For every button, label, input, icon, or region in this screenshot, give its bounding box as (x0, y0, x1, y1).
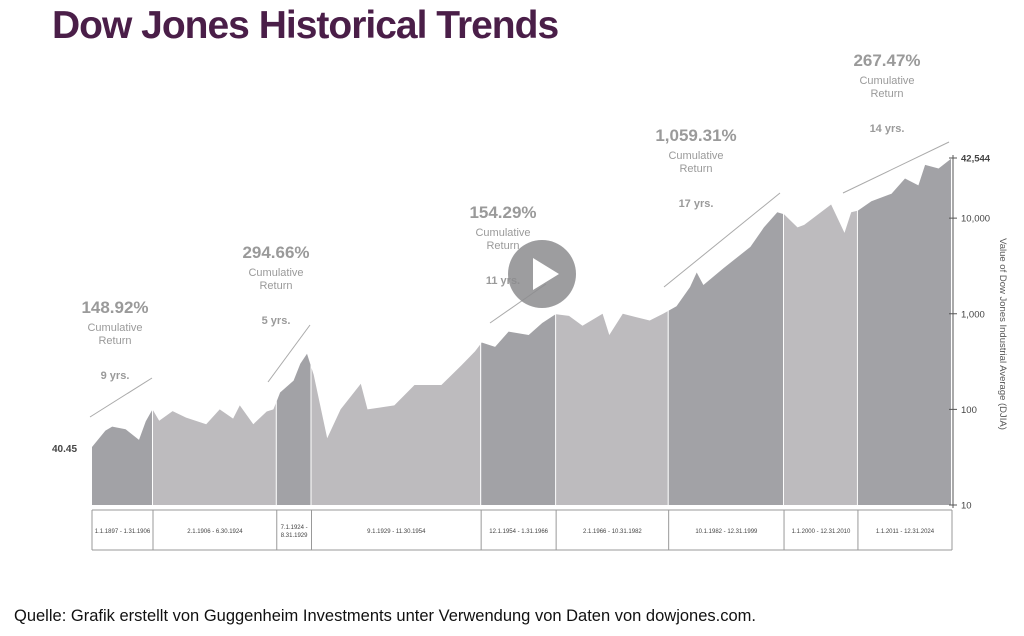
annotation-years-3: 17 yrs. (679, 198, 714, 210)
annotation-years-1: 5 yrs. (262, 315, 291, 327)
annotation-label-line2-1: Return (259, 280, 292, 292)
area-period-4 (481, 314, 557, 505)
play-icon (533, 258, 559, 290)
annotation-years-0: 9 yrs. (101, 370, 130, 382)
period-label-1: 2.1.1906 - 6.30.1924 (187, 529, 243, 535)
area-period-1 (153, 401, 277, 505)
period-label-4: 12.1.1954 - 1.31.1966 (489, 529, 548, 535)
annotation-return-2: 154.29% (469, 203, 536, 222)
area-period-7 (784, 204, 858, 505)
annotation-return-1: 294.66% (242, 243, 309, 262)
period-label-7: 1.1.2000 - 12.31.2010 (792, 529, 851, 535)
y-axis-title: Value of Dow Jones Industrial Average (D… (997, 238, 1008, 430)
area-period-6 (668, 212, 784, 506)
period-label-6: 10.1.1982 - 12.31.1999 (695, 529, 758, 535)
area-period-2 (276, 353, 312, 505)
y-tick-label-3: 100 (961, 405, 977, 416)
y-tick-label-4: 10 (961, 501, 972, 512)
annotation-return-4: 267.47% (853, 51, 920, 70)
annotation-label-line2-2: Return (486, 240, 519, 252)
video-play-button[interactable] (508, 240, 576, 308)
period-label-0: 1.1.1897 - 1.31.1906 (95, 529, 151, 535)
period-timeline: 1.1.1897 - 1.31.1906 2.1.1906 - 6.30.1924… (91, 509, 953, 551)
y-axis: 42,544 10,000 1,000 100 10 (949, 154, 991, 512)
chart-title: Dow Jones Historical Trends (52, 4, 559, 47)
annotation-return-0: 148.92% (81, 298, 148, 317)
area-period-8 (857, 158, 952, 505)
annotation-label-line1-0: Cumulative (87, 322, 142, 334)
y-tick-label-0: 42,544 (961, 154, 991, 165)
annotation-label-line2-0: Return (98, 335, 131, 347)
y-tick-label-1: 10,000 (961, 214, 990, 225)
period-label-2: 7.1.1924 -8.31.1929 (281, 525, 309, 539)
chart-svg: 42,544 10,000 1,000 100 10 1.1.1897 - 1.31.1… (52, 51, 1008, 551)
annotation-label-line1-3: Cumulative (668, 150, 723, 162)
y-tick-label-2: 1,000 (961, 309, 985, 320)
area-period-5 (556, 310, 669, 505)
annotation-label-line1-2: Cumulative (475, 227, 530, 239)
start-value-label: 40.45 (52, 444, 77, 455)
annotation-trend-line-3 (663, 192, 781, 288)
period-label-5: 2.1.1966 - 10.31.1982 (583, 529, 642, 535)
annotation-years-4: 14 yrs. (870, 123, 905, 135)
annotation-return-3: 1,059.31% (655, 126, 736, 145)
annotation-label-line1-1: Cumulative (248, 267, 303, 279)
annotation-trend-line-0 (89, 377, 153, 418)
annotation-label-line2-4: Return (870, 88, 903, 100)
annotation-label-line2-3: Return (679, 163, 712, 175)
period-label-8: 1.1.2011 - 12.31.2024 (876, 529, 935, 535)
area-period-3 (311, 343, 482, 505)
annotation-trend-line-1 (267, 324, 311, 383)
annotation-trend-line-4 (842, 141, 950, 194)
annotation-label-line1-4: Cumulative (859, 75, 914, 87)
area-layer (92, 138, 953, 506)
source-note: Quelle: Grafik erstellt von Guggenheim I… (14, 607, 756, 625)
period-label-3: 9.1.1929 - 11.30.1954 (367, 529, 426, 535)
area-period-0 (92, 409, 153, 505)
